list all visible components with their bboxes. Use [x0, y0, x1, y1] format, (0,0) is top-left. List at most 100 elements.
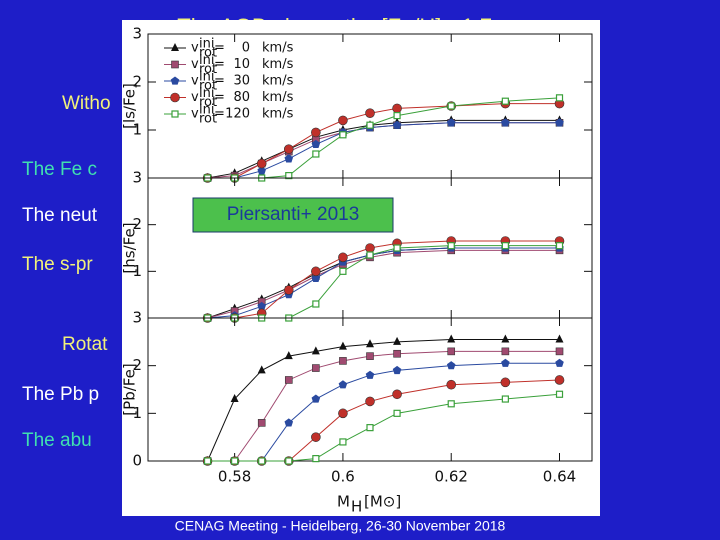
legend-value: 80: [233, 90, 250, 105]
y-tick-label: 3: [132, 169, 142, 187]
bullet: The neut: [22, 205, 98, 226]
marker: [393, 336, 402, 345]
marker: [258, 457, 266, 465]
legend-value: 120: [225, 107, 250, 122]
marker: [231, 457, 239, 465]
marker: [311, 346, 320, 355]
legend-value: 0: [242, 41, 250, 56]
marker: [447, 102, 455, 110]
marker: [312, 455, 320, 463]
legend-eq: =: [214, 74, 225, 89]
legend-symbol: v: [191, 57, 199, 72]
legend-symbol: v: [191, 107, 199, 122]
marker: [312, 300, 320, 308]
marker: [392, 389, 402, 400]
y-tick-label: 1: [132, 121, 142, 139]
marker: [170, 76, 180, 85]
legend-eq: =: [214, 57, 225, 72]
legend-value: 10: [233, 57, 250, 72]
y-axis-label: [Pb/Fe]: [121, 363, 139, 415]
legend-unit: km/s: [262, 107, 294, 122]
marker: [555, 347, 564, 356]
marker: [555, 118, 564, 127]
marker: [257, 365, 266, 374]
marker: [311, 266, 321, 277]
y-tick-label: 2: [132, 215, 142, 233]
y-tick-label: 3: [132, 309, 142, 327]
marker: [555, 390, 564, 398]
marker: [446, 361, 456, 370]
y-tick-label: 2: [132, 356, 142, 374]
marker: [338, 408, 348, 419]
marker: [285, 457, 293, 465]
marker: [365, 370, 375, 379]
x-tick-label: 0.64: [543, 468, 576, 486]
legend-symbol: v: [191, 41, 199, 56]
marker: [171, 110, 179, 118]
legend-sub: rot: [199, 79, 217, 94]
marker: [339, 357, 347, 365]
marker: [393, 349, 401, 358]
footer: CENAG Meeting - Heidelberg, 26-30 Novemb…: [175, 518, 506, 534]
y-tick-label: 1: [132, 404, 142, 422]
marker: [257, 166, 266, 175]
legend-eq: =: [214, 41, 225, 56]
bullet: The abu: [22, 430, 92, 451]
marker: [555, 242, 564, 250]
marker: [338, 341, 347, 350]
legend-sup: ini: [199, 86, 214, 101]
marker: [365, 108, 375, 118]
marker: [365, 396, 375, 407]
marker: [501, 97, 509, 105]
marker: [555, 358, 564, 367]
marker: [447, 334, 456, 343]
marker: [283, 285, 294, 295]
y-tick-label: 3: [132, 25, 142, 43]
marker: [447, 347, 456, 356]
legend-sub: rot: [199, 95, 217, 110]
legend-unit: km/s: [262, 74, 294, 89]
marker: [366, 251, 374, 259]
marker: [366, 121, 374, 129]
marker: [256, 158, 267, 169]
marker: [392, 120, 402, 129]
marker: [392, 103, 402, 114]
reference-box: [192, 197, 394, 233]
legend-value: 30: [233, 74, 250, 89]
legend-sup: ini: [199, 103, 214, 118]
marker: [555, 94, 564, 102]
bullet: Rotat: [62, 334, 108, 355]
marker: [366, 352, 374, 360]
x-tick-label: 0.58: [218, 468, 251, 486]
reference-label: Piersanti+ 2013: [227, 204, 360, 225]
legend-sup: ini: [199, 53, 214, 68]
marker: [393, 111, 401, 120]
legend-unit: km/s: [262, 41, 294, 56]
marker: [501, 242, 509, 250]
legend-sub: rot: [199, 62, 217, 77]
marker: [446, 118, 456, 127]
legend-sub: rot: [199, 112, 217, 127]
bullet: The s-pr: [22, 254, 93, 275]
marker: [501, 118, 510, 127]
plot-frame: [147, 317, 593, 462]
marker: [339, 438, 347, 446]
marker: [283, 144, 294, 154]
marker: [393, 244, 401, 252]
marker: [339, 267, 347, 275]
bullet: The Pb p: [22, 384, 99, 405]
marker: [311, 127, 321, 138]
marker: [311, 273, 321, 282]
marker: [501, 334, 510, 343]
y-tick-label: 1: [132, 262, 142, 280]
marker: [447, 400, 455, 408]
legend-sup: ini: [199, 37, 214, 52]
legend-unit: km/s: [262, 57, 294, 72]
marker: [311, 394, 321, 403]
legend-unit: km/s: [262, 90, 294, 105]
figure-background: [122, 20, 600, 516]
legend-eq: =: [214, 90, 225, 105]
marker: [311, 432, 321, 442]
marker: [311, 139, 321, 149]
